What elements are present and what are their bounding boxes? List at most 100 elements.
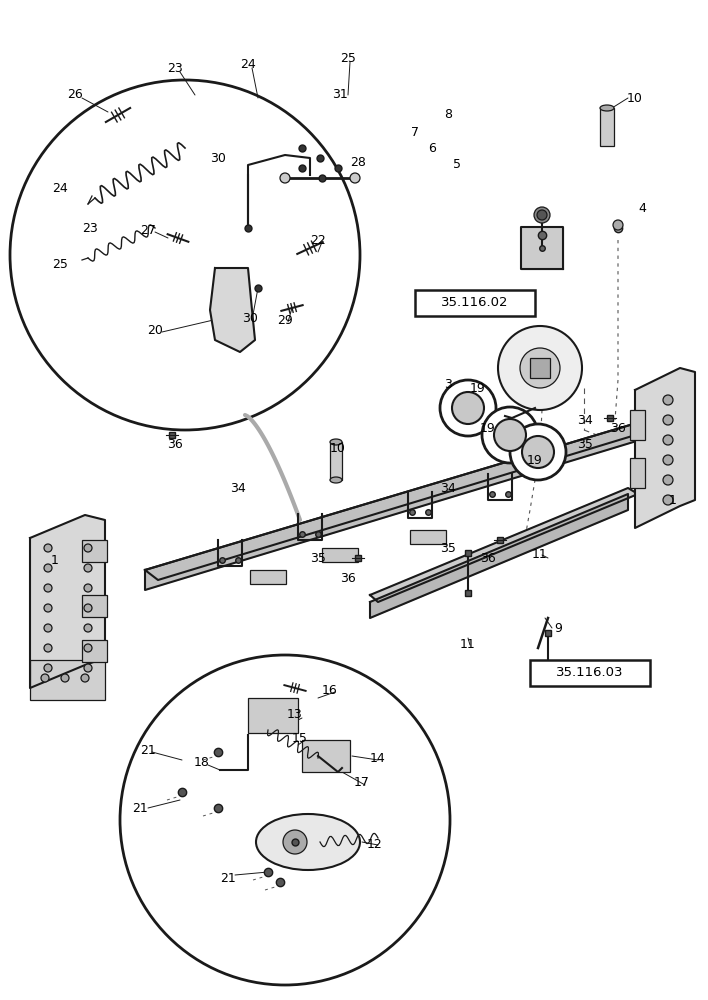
Bar [30, 660, 105, 700]
Text: 34: 34 [230, 482, 246, 494]
Bar [630, 410, 645, 440]
Circle shape [81, 674, 89, 682]
Circle shape [482, 407, 538, 463]
Text: 19: 19 [527, 454, 543, 466]
Circle shape [44, 584, 52, 592]
Text: 21: 21 [140, 744, 156, 756]
Circle shape [44, 624, 52, 632]
Text: 1: 1 [51, 554, 59, 566]
Text: 3: 3 [444, 378, 452, 391]
Circle shape [84, 564, 92, 572]
Text: 10: 10 [330, 442, 346, 454]
Text: 27: 27 [140, 224, 156, 236]
Text: 34: 34 [440, 482, 456, 494]
Circle shape [663, 435, 673, 445]
Circle shape [10, 80, 360, 430]
Text: 10: 10 [627, 92, 643, 104]
Circle shape [84, 584, 92, 592]
Text: 35.116.02: 35.116.02 [441, 296, 509, 310]
Bar [302, 740, 350, 772]
Text: 14: 14 [370, 752, 386, 764]
Text: 6: 6 [428, 141, 436, 154]
Text: 13: 13 [287, 708, 303, 722]
Bar [415, 290, 535, 316]
Circle shape [44, 544, 52, 552]
Circle shape [520, 348, 560, 388]
Text: 4: 4 [638, 202, 646, 215]
Text: 9: 9 [554, 621, 562, 635]
Bar [600, 108, 614, 146]
Circle shape [41, 674, 49, 682]
Bar [82, 540, 107, 562]
Ellipse shape [600, 105, 614, 111]
Polygon shape [30, 515, 105, 688]
Circle shape [663, 395, 673, 405]
Text: 22: 22 [310, 233, 326, 246]
Circle shape [663, 415, 673, 425]
Text: 12: 12 [367, 838, 383, 852]
Text: 35: 35 [440, 542, 456, 554]
Text: 17: 17 [354, 776, 370, 788]
Circle shape [452, 392, 484, 424]
Ellipse shape [330, 477, 342, 483]
Bar [248, 698, 298, 733]
Circle shape [537, 210, 547, 220]
Text: 16: 16 [322, 684, 338, 696]
Polygon shape [145, 422, 640, 590]
Text: 18: 18 [194, 756, 210, 768]
Circle shape [44, 644, 52, 652]
Text: 5: 5 [453, 158, 461, 172]
Text: 21: 21 [220, 871, 236, 884]
Circle shape [44, 604, 52, 612]
Circle shape [663, 475, 673, 485]
Text: 15: 15 [292, 732, 308, 744]
Circle shape [44, 664, 52, 672]
Text: 28: 28 [350, 155, 366, 168]
Text: 24: 24 [52, 182, 68, 194]
Text: 36: 36 [480, 552, 496, 564]
Text: 36: 36 [167, 438, 183, 452]
Bar [410, 530, 446, 544]
Text: 31: 31 [332, 89, 348, 102]
Text: 11: 11 [460, 639, 476, 652]
Text: 19: 19 [470, 381, 486, 394]
Circle shape [663, 455, 673, 465]
Circle shape [61, 674, 69, 682]
Circle shape [44, 564, 52, 572]
Text: 7: 7 [411, 125, 419, 138]
Bar [322, 548, 358, 562]
Text: 35.116.03: 35.116.03 [556, 666, 624, 680]
Circle shape [440, 380, 496, 436]
Bar [330, 442, 342, 480]
Text: 30: 30 [210, 151, 226, 164]
Circle shape [280, 173, 290, 183]
Circle shape [494, 419, 526, 451]
Text: 25: 25 [52, 258, 68, 271]
Text: 36: 36 [610, 422, 626, 434]
Bar [530, 358, 550, 378]
Text: 20: 20 [147, 324, 163, 336]
Text: 36: 36 [340, 572, 356, 584]
Ellipse shape [256, 814, 360, 870]
Circle shape [120, 655, 450, 985]
Bar [82, 640, 107, 662]
Circle shape [84, 544, 92, 552]
Polygon shape [210, 268, 255, 352]
Circle shape [84, 624, 92, 632]
Text: 35: 35 [310, 552, 326, 564]
Bar [630, 458, 645, 488]
Text: 23: 23 [82, 222, 98, 234]
Circle shape [663, 495, 673, 505]
Bar [82, 595, 107, 617]
Circle shape [613, 220, 623, 230]
Circle shape [283, 830, 307, 854]
Text: 30: 30 [242, 312, 258, 324]
Polygon shape [635, 368, 695, 528]
Circle shape [522, 436, 554, 468]
Text: 8: 8 [444, 108, 452, 121]
Text: 25: 25 [340, 51, 356, 64]
Circle shape [510, 424, 566, 480]
Polygon shape [370, 488, 638, 602]
Text: 34: 34 [577, 414, 593, 426]
Text: 24: 24 [240, 58, 256, 72]
